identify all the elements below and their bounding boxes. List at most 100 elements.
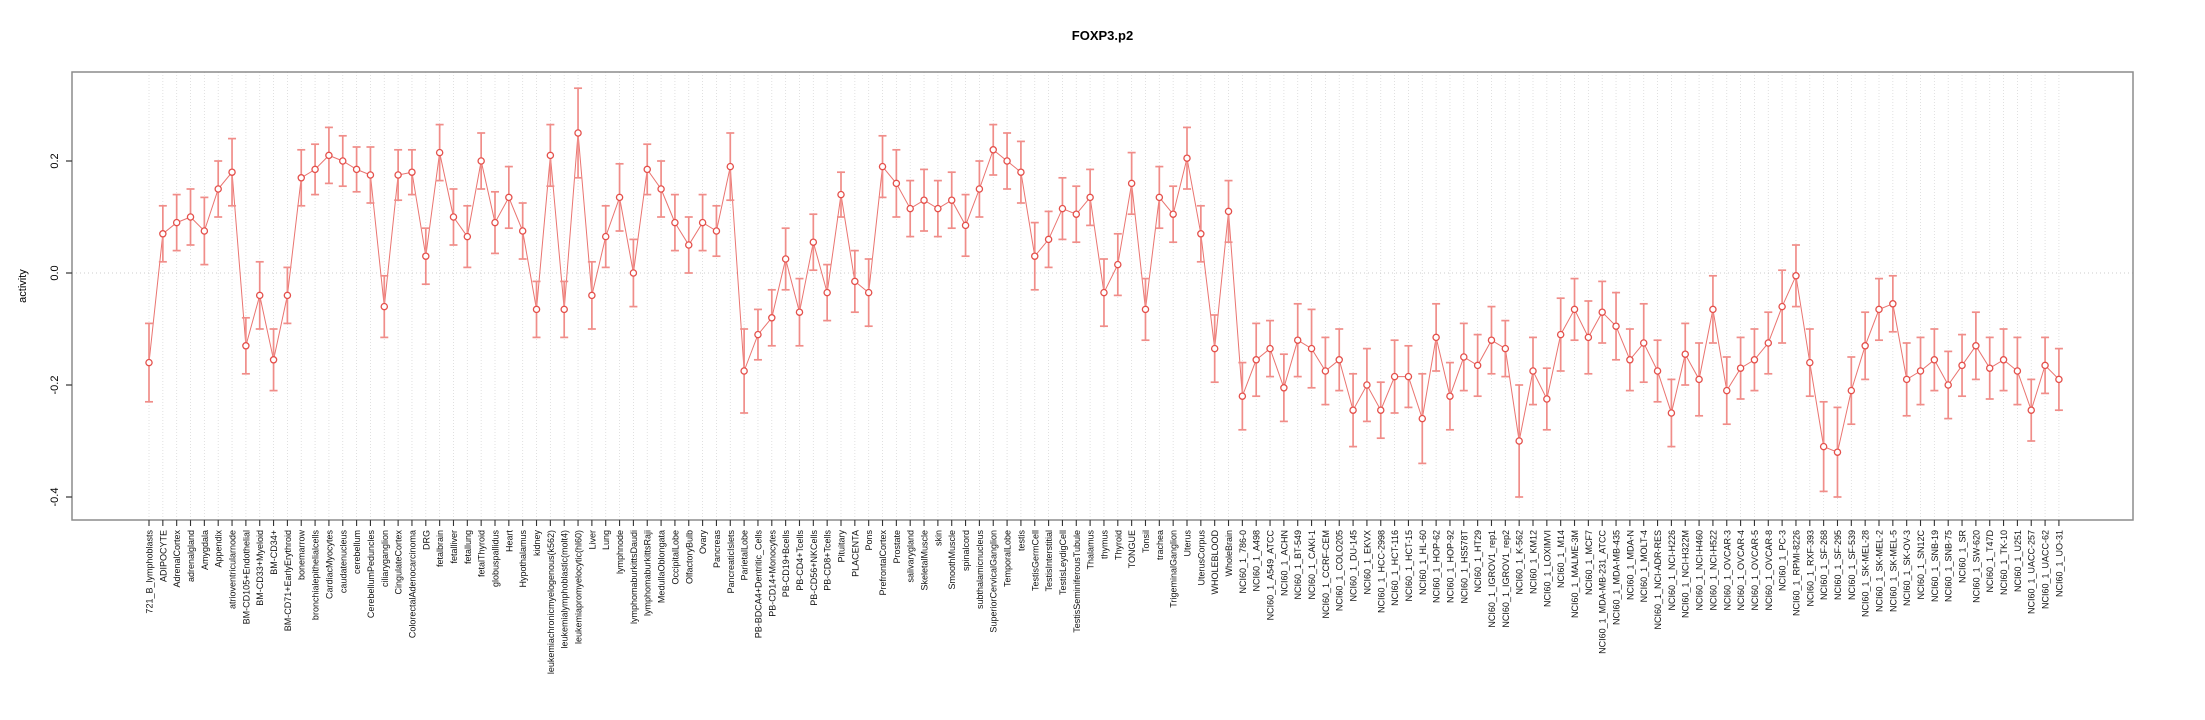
data-point — [366, 171, 375, 179]
data-point — [1404, 372, 1413, 381]
y-tick-label: -0.2 — [49, 376, 61, 395]
data-point — [1141, 305, 1150, 314]
x-tick-label: Uterus — [1183, 530, 1193, 557]
data-point — [1570, 305, 1579, 314]
x-tick-label: NCI60_1_HS578T — [1459, 530, 1469, 604]
data-point — [352, 165, 361, 174]
data-point — [325, 151, 333, 160]
x-tick-label: NCI60_1_786-0 — [1238, 530, 1248, 594]
x-tick-label: NCI60_1_HCT-15 — [1404, 530, 1414, 602]
x-tick-label: ADIPOCYTE — [158, 530, 168, 582]
x-tick-label: Thalamus — [1086, 530, 1096, 570]
data-point — [1072, 210, 1081, 218]
x-tick-label: Pons — [864, 530, 874, 551]
x-tick-label: TemporalLobe — [1003, 530, 1013, 587]
data-point — [1252, 356, 1260, 364]
x-tick-label: NCI60_1_HT29 — [1473, 530, 1483, 593]
data-point — [1114, 260, 1122, 269]
x-tick-label: WHOLEBLOOD — [1210, 530, 1220, 595]
data-point — [449, 213, 458, 221]
x-tick-label: NCI60_1_SF-295 — [1833, 530, 1843, 600]
x-tick-label: Tonsil — [1141, 530, 1151, 553]
data-point — [491, 218, 499, 227]
data-point — [311, 165, 319, 174]
x-tick-label: NCI60_1_UACC-257 — [2027, 530, 2037, 614]
data-point — [1944, 381, 1952, 389]
data-point — [1377, 406, 1385, 414]
data-point — [145, 358, 153, 367]
x-tick-label: kidney — [532, 530, 542, 557]
data-point — [643, 165, 651, 174]
x-tick-label: NCI60_1_SK-MEL-5 — [1888, 530, 1898, 612]
data-point — [2055, 375, 2063, 384]
data-point — [463, 232, 472, 241]
x-tick-label: NCI60_1_OVCAR-8 — [1764, 530, 1774, 611]
x-tick-label: BM-CD33+Myeloid — [255, 530, 265, 606]
data-point — [1058, 204, 1067, 213]
data-point — [1280, 384, 1288, 392]
data-point — [1612, 322, 1620, 330]
data-point — [560, 305, 568, 314]
data-point — [1598, 308, 1606, 316]
x-tick-label: DRG — [421, 530, 431, 550]
data-point — [629, 269, 638, 277]
data-point — [1017, 168, 1025, 176]
x-tick-label: atrioventricularnode — [228, 530, 238, 609]
data-point — [768, 314, 776, 322]
data-point — [2027, 406, 2035, 414]
x-tick-label: NCI60_1_SR — [1958, 530, 1968, 584]
data-point — [1709, 305, 1717, 314]
x-tick-label: CingulateCortex — [394, 530, 404, 595]
data-point — [851, 277, 859, 286]
data-point — [1889, 300, 1897, 308]
data-point — [1584, 333, 1593, 342]
data-point — [1543, 395, 1551, 403]
data-point — [1321, 367, 1330, 375]
x-tick-label: lymphnode — [615, 530, 625, 574]
data-point — [1875, 305, 1883, 314]
x-tick-label: globuspallidus — [491, 530, 501, 588]
x-tick-label: leukemiapromyelocytic(hl60) — [574, 530, 584, 644]
data-point — [1460, 353, 1468, 361]
x-tick-label: AdrenalCortex — [172, 530, 182, 588]
plot-border — [71, 71, 2134, 521]
x-tick-label: NCI60_1_A498 — [1252, 530, 1262, 592]
data-point — [269, 356, 278, 364]
data-point — [823, 288, 831, 297]
data-point — [657, 185, 665, 193]
data-point — [1155, 193, 1164, 202]
data-point — [339, 157, 347, 165]
x-tick-label: OccipitalLobe — [670, 530, 680, 585]
data-point — [477, 157, 485, 165]
data-point — [1626, 356, 1634, 364]
x-tick-label: NCI60_1_UACC-62 — [2041, 530, 2051, 609]
x-tick-label: Heart — [504, 530, 514, 553]
data-point — [615, 193, 624, 202]
x-tick-label: PB-BDCA4+Dentritic_Cells — [753, 530, 763, 639]
x-tick-label: NCI60_1_OVCAR-3 — [1722, 530, 1732, 611]
data-point — [297, 174, 305, 182]
x-tick-label: TestisInterstitial — [1044, 530, 1054, 592]
x-tick-label: PB-CD4+Tcells — [795, 530, 805, 591]
data-point — [505, 193, 513, 202]
data-point — [159, 230, 167, 238]
x-tick-label: NCI60_1_NCI-H460 — [1695, 530, 1705, 611]
x-tick-label: subthalamicnucleus — [975, 530, 985, 610]
x-tick-label: spinalcord — [961, 530, 971, 571]
x-tick-label: fetalliver — [449, 530, 459, 564]
x-tick-label: fetalbrain — [435, 530, 445, 567]
x-tick-label: TestisSeminiferousTubule — [1072, 530, 1082, 633]
data-point — [671, 218, 679, 227]
data-point — [1501, 344, 1510, 353]
data-point — [1723, 386, 1731, 395]
x-tick-label: Amygdala — [200, 530, 210, 570]
data-point — [518, 227, 527, 235]
x-tick-label: NCI60_1_UO-31 — [2054, 530, 2064, 597]
x-tick-label: skin — [933, 530, 943, 546]
data-point — [228, 168, 236, 176]
x-tick-label: TONGUE — [1127, 530, 1137, 568]
data-point — [1197, 230, 1205, 238]
x-tick-label: TestisGermCell — [1030, 530, 1040, 591]
data-point — [975, 185, 984, 193]
x-tick-label: adrenalgland — [186, 530, 196, 582]
